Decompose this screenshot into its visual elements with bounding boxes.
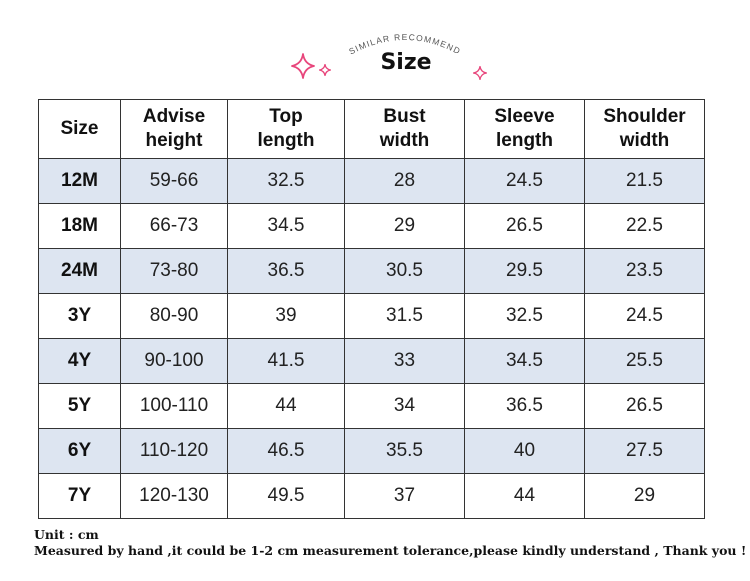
height-cell: 120-130	[120, 473, 228, 519]
table-row: 12M 59-66 32.5 28 24.5 21.5	[38, 158, 705, 204]
table-row: 5Y 100-110 44 34 36.5 26.5	[38, 383, 705, 429]
height-cell: 80-90	[120, 293, 228, 339]
shoulder-width-cell: 26.5	[584, 383, 705, 429]
table-row: 3Y 80-90 39 31.5 32.5 24.5	[38, 293, 705, 339]
height-cell: 90-100	[120, 338, 228, 384]
shoulder-width-cell: 25.5	[584, 338, 705, 384]
top-length-cell: 49.5	[227, 473, 345, 519]
sleeve-length-cell: 40	[464, 428, 585, 474]
sleeve-length-cell: 24.5	[464, 158, 585, 204]
header-shoulder-width: Shoulder width	[584, 99, 705, 159]
header-sleeve-length: Sleeve length	[464, 99, 585, 159]
header-size: Size	[38, 99, 121, 159]
shoulder-width-cell: 22.5	[584, 203, 705, 249]
bust-width-cell: 37	[344, 473, 465, 519]
page-title: Size	[380, 50, 432, 75]
table-row: 4Y 90-100 41.5 33 34.5 25.5	[38, 338, 705, 384]
height-cell: 66-73	[120, 203, 228, 249]
size-cell: 3Y	[38, 293, 121, 339]
header-advise-height: Advise height	[120, 99, 228, 159]
sleeve-length-cell: 44	[464, 473, 585, 519]
bust-width-cell: 31.5	[344, 293, 465, 339]
sleeve-length-cell: 32.5	[464, 293, 585, 339]
height-cell: 73-80	[120, 248, 228, 294]
table-row: 24M 73-80 36.5 30.5 29.5 23.5	[38, 248, 705, 294]
size-cell: 5Y	[38, 383, 121, 429]
table-header-row: Size Advise height Top length Bust width Sl…	[38, 99, 705, 159]
size-cell: 12M	[38, 158, 121, 204]
size-cell: 24M	[38, 248, 121, 294]
top-length-cell: 32.5	[227, 158, 345, 204]
shoulder-width-cell: 24.5	[584, 293, 705, 339]
size-cell: 4Y	[38, 338, 121, 384]
sparkle-icon	[473, 66, 487, 80]
unit-note: Unit : cm	[34, 527, 99, 542]
sleeve-length-cell: 29.5	[464, 248, 585, 294]
shoulder-width-cell: 27.5	[584, 428, 705, 474]
size-chart-table: Size Advise height Top length Bust width Sl…	[38, 99, 705, 519]
measurement-notes: Unit : cm Measured by hand ,it could be …	[34, 527, 746, 559]
top-length-cell: 34.5	[227, 203, 345, 249]
height-cell: 110-120	[120, 428, 228, 474]
shoulder-width-cell: 23.5	[584, 248, 705, 294]
header-top-length: Top length	[227, 99, 345, 159]
height-cell: 100-110	[120, 383, 228, 429]
sleeve-length-cell: 26.5	[464, 203, 585, 249]
top-length-cell: 39	[227, 293, 345, 339]
height-cell: 59-66	[120, 158, 228, 204]
tolerance-note: Measured by hand ,it could be 1-2 cm mea…	[34, 543, 747, 558]
top-length-cell: 46.5	[227, 428, 345, 474]
similar-recommend-arc-text: SIMILAR RECOMMEND	[347, 32, 461, 56]
size-cell: 18M	[38, 203, 121, 249]
bust-width-cell: 33	[344, 338, 465, 384]
table-row: 7Y 120-130 49.5 37 44 29	[38, 473, 705, 519]
top-length-cell: 41.5	[227, 338, 345, 384]
shoulder-width-cell: 21.5	[584, 158, 705, 204]
sparkle-icon	[291, 53, 315, 79]
sleeve-length-cell: 36.5	[464, 383, 585, 429]
bust-width-cell: 35.5	[344, 428, 465, 474]
shoulder-width-cell: 29	[584, 473, 705, 519]
bust-width-cell: 30.5	[344, 248, 465, 294]
bust-width-cell: 28	[344, 158, 465, 204]
bust-width-cell: 34	[344, 383, 465, 429]
bust-width-cell: 29	[344, 203, 465, 249]
header-bust-width: Bust width	[344, 99, 465, 159]
top-length-cell: 44	[227, 383, 345, 429]
sleeve-length-cell: 34.5	[464, 338, 585, 384]
size-header: SIMILAR RECOMMEND Size	[0, 0, 750, 96]
top-length-cell: 36.5	[227, 248, 345, 294]
size-cell: 6Y	[38, 428, 121, 474]
table-row: 18M 66-73 34.5 29 26.5 22.5	[38, 203, 705, 249]
size-cell: 7Y	[38, 473, 121, 519]
sparkle-icon	[319, 64, 331, 76]
table-row: 6Y 110-120 46.5 35.5 40 27.5	[38, 428, 705, 474]
